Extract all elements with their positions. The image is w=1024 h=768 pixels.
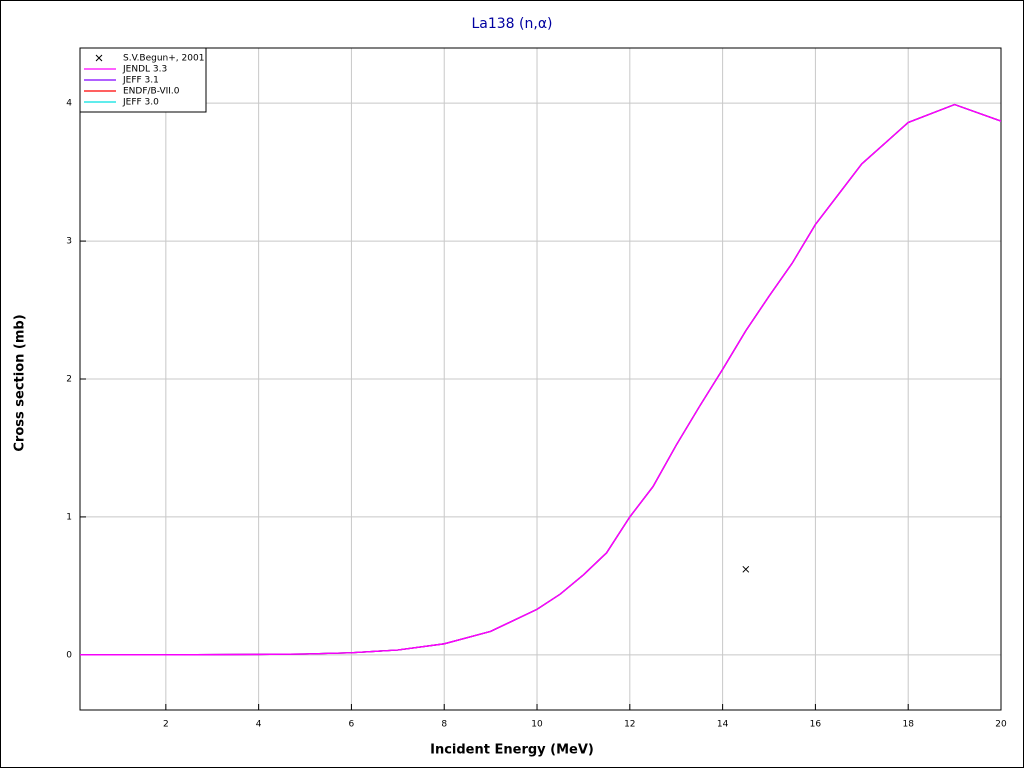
legend-label: S.V.Begun+, 2001	[123, 54, 204, 64]
y-tick-label: 0	[66, 650, 72, 660]
x-tick-label: 16	[810, 720, 822, 730]
x-tick-label: 14	[717, 720, 729, 730]
chart-title: La138 (n,α)	[471, 16, 552, 32]
legend-marker	[95, 54, 103, 62]
x-tick-label: 10	[531, 720, 543, 730]
x-tick-label: 6	[349, 720, 355, 730]
plot-area	[79, 47, 1002, 711]
legend-label: JEFF 3.0	[122, 98, 159, 108]
legend-label: JEFF 3.1	[122, 76, 159, 86]
y-tick-label: 1	[66, 512, 72, 522]
y-axis-label: Cross section (mb)	[13, 314, 28, 451]
x-tick-label: 18	[902, 720, 914, 730]
y-tick-label: 3	[66, 237, 72, 247]
x-tick-label: 20	[995, 720, 1007, 730]
data-point	[742, 565, 750, 573]
x-tick-label: 2	[163, 720, 169, 730]
x-tick-label: 8	[441, 720, 447, 730]
x-axis-label: Incident Energy (MeV)	[430, 743, 594, 758]
legend-label: ENDF/B-VII.0	[123, 87, 180, 97]
y-tick-label: 2	[66, 375, 72, 385]
y-tick-label: 4	[66, 99, 72, 109]
x-tick-label: 4	[256, 720, 262, 730]
series-line	[80, 103, 1001, 656]
legend-label: JENDL 3.3	[122, 65, 167, 75]
x-tick-label: 12	[624, 720, 635, 730]
